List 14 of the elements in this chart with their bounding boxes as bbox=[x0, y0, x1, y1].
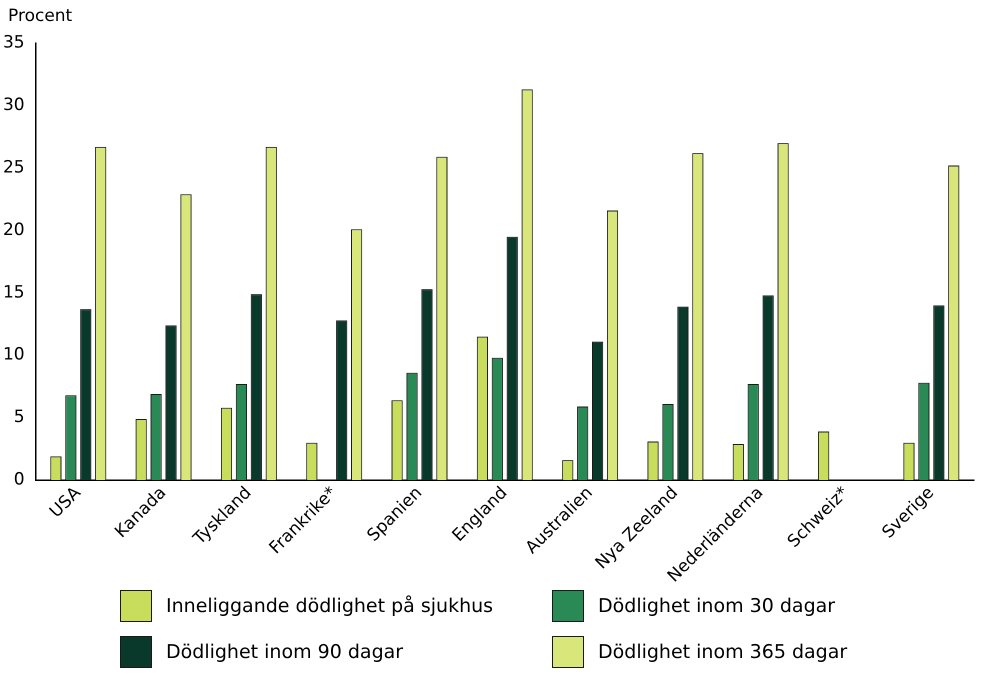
y-tick-label: 35 bbox=[2, 32, 25, 53]
y-tick-label: 30 bbox=[2, 95, 25, 116]
y-tick-label: 5 bbox=[14, 407, 25, 428]
y-tick-label: 0 bbox=[14, 470, 25, 490]
y-tick-label: 10 bbox=[2, 344, 25, 365]
legend-label: Dödlighet inom 30 dagar bbox=[598, 595, 836, 617]
y-tick-label: 15 bbox=[2, 282, 25, 302]
y-tick-label: 20 bbox=[2, 220, 25, 240]
y-tick-label: 25 bbox=[2, 157, 25, 178]
legend-label: Dödlighet inom 365 dagar bbox=[598, 641, 848, 663]
y-axis-title: Procent bbox=[7, 5, 74, 28]
legend-label: Dödlighet inom 90 dagar bbox=[166, 641, 404, 663]
legend-label: Inneliggande dödlighet på sjukhus bbox=[166, 595, 494, 617]
x-tick-label: USA bbox=[46, 482, 86, 522]
